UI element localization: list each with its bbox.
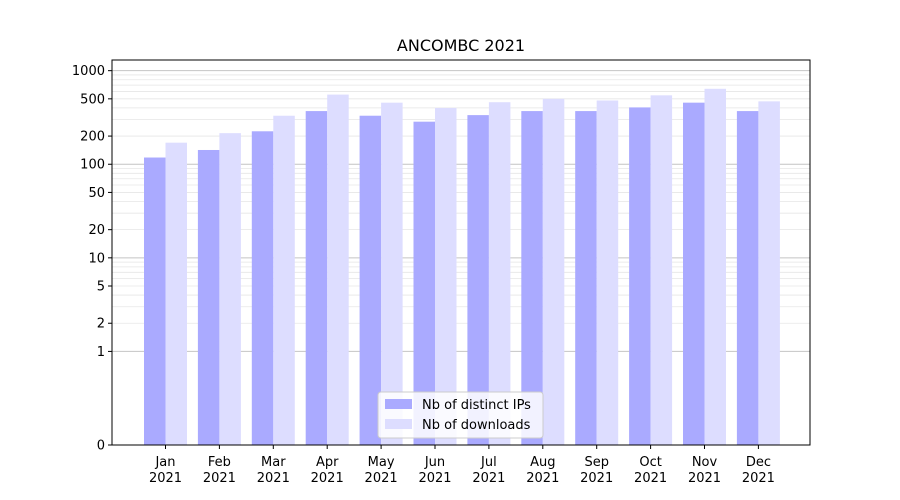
bar-downloads (327, 94, 349, 446)
x-tick-label-month: Jul (480, 455, 497, 470)
bar-distinct-ips (683, 102, 705, 445)
plot-frame (111, 59, 811, 446)
x-tick-label-year: 2021 (311, 471, 344, 486)
bar-downloads (219, 133, 241, 446)
bars (144, 88, 780, 446)
legend-box (377, 391, 544, 439)
bar-downloads (704, 88, 726, 445)
y-axis: 0 1 2 5 10 20 50 100 200 500 1000 (72, 64, 112, 454)
x-tick-label-year: 2021 (257, 471, 290, 486)
bar-downloads (758, 101, 780, 446)
bar-downloads (488, 102, 511, 446)
x-tick-label-month: Jan (154, 455, 175, 470)
bar-downloads (381, 102, 403, 445)
x-tick-label-month: Oct (639, 455, 661, 470)
y-tick-label: 2 (97, 317, 105, 332)
x-tick-label-year: 2021 (634, 471, 667, 486)
x-tick-label-year: 2021 (149, 471, 182, 486)
y-tick-label: 50 (88, 186, 105, 201)
y-tick-label: 10 (88, 251, 105, 266)
bar-distinct-ips (305, 111, 328, 445)
x-tick-label-month: Apr (316, 455, 339, 470)
bar-distinct-ips (251, 131, 274, 445)
y-tick-label: 500 (80, 92, 105, 107)
x-tick-label-year: 2021 (365, 471, 398, 486)
bar-distinct-ips (736, 111, 759, 445)
x-tick-label-year: 2021 (580, 471, 613, 486)
chart-title: ANCOMBC 2021 (397, 36, 525, 55)
x-tick-label-year: 2021 (526, 471, 559, 486)
bar-distinct-ips (575, 111, 597, 445)
y-tick-label: 1000 (72, 64, 105, 79)
x-tick-label-year: 2021 (742, 471, 775, 486)
y-tick-label: 20 (88, 223, 105, 238)
x-tick-label-month: Sep (584, 455, 609, 470)
bar-downloads (650, 95, 673, 446)
x-tick-label-month: Feb (208, 455, 231, 470)
legend-swatch (385, 419, 412, 429)
x-tick-label-month: Jun (424, 455, 445, 470)
y-tick-label: 0 (97, 439, 105, 454)
y-tick-label: 200 (80, 130, 105, 145)
x-tick-label-month: May (368, 455, 395, 470)
legend: Nb of distinct IPs Nb of downloads (377, 391, 544, 439)
x-tick-label-month: Dec (746, 455, 771, 470)
bar-distinct-ips (629, 107, 651, 445)
legend-swatch (385, 399, 412, 409)
y-tick-label: 5 (97, 280, 105, 295)
x-tick-label-month: Aug (530, 455, 555, 470)
x-axis: Jan2021Feb2021Mar2021Apr2021May2021Jun20… (149, 445, 775, 486)
x-tick-label-year: 2021 (418, 471, 451, 486)
x-tick-label-year: 2021 (472, 471, 505, 486)
bar-downloads (273, 115, 295, 445)
y-tick-label: 100 (80, 158, 105, 173)
bar-distinct-ips (144, 157, 166, 445)
legend-label: Nb of downloads (422, 418, 531, 433)
bar-distinct-ips (359, 115, 382, 445)
y-tick-label: 1 (97, 345, 105, 360)
bar-distinct-ips (467, 115, 489, 446)
bar-distinct-ips (197, 149, 220, 445)
x-tick-label-year: 2021 (203, 471, 236, 486)
x-tick-label-month: Nov (692, 455, 718, 470)
bar-downloads (435, 107, 457, 446)
bar-distinct-ips (521, 111, 543, 445)
bar-distinct-ips (413, 121, 435, 446)
bar-downloads (596, 100, 619, 445)
bar-downloads (165, 142, 187, 445)
legend-label: Nb of distinct IPs (422, 398, 531, 413)
x-tick-label-year: 2021 (688, 471, 721, 486)
x-tick-label-month: Mar (261, 455, 286, 470)
bar-downloads (542, 98, 565, 446)
